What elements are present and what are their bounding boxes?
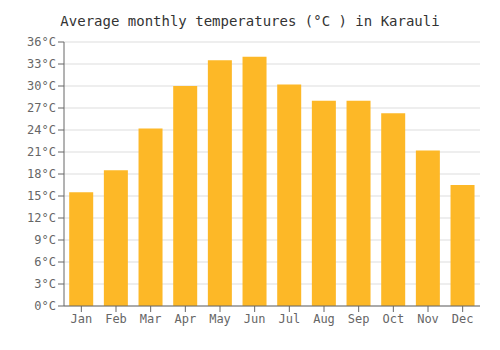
svg-text:15°C: 15°C bbox=[27, 189, 56, 203]
svg-text:24°C: 24°C bbox=[27, 123, 56, 137]
svg-text:Mar: Mar bbox=[140, 312, 162, 326]
svg-text:Oct: Oct bbox=[382, 312, 404, 326]
svg-text:36°C: 36°C bbox=[27, 35, 56, 49]
svg-text:12°C: 12°C bbox=[27, 211, 56, 225]
svg-text:30°C: 30°C bbox=[27, 79, 56, 93]
html-text:Average monthly temperatures (: Average monthly temperatures (°C ) in Ka… bbox=[60, 13, 440, 29]
svg-text:27°C: 27°C bbox=[27, 101, 56, 115]
svg-text:6°C: 6°C bbox=[34, 255, 56, 269]
svg-text:33°C: 33°C bbox=[27, 57, 56, 71]
svg-text:3°C: 3°C bbox=[34, 277, 56, 291]
svg-text:Feb: Feb bbox=[105, 312, 127, 326]
svg-text:Nov: Nov bbox=[417, 312, 439, 326]
svg-text:21°C: 21°C bbox=[27, 145, 56, 159]
svg-text:Jun: Jun bbox=[244, 312, 266, 326]
svg-text:Jul: Jul bbox=[278, 312, 300, 326]
svg-text:Jan: Jan bbox=[70, 312, 92, 326]
svg-text:9°C: 9°C bbox=[34, 233, 56, 247]
svg-text:Sep: Sep bbox=[348, 312, 370, 326]
svg-text:Aug: Aug bbox=[313, 312, 335, 326]
svg-text:Apr: Apr bbox=[174, 312, 196, 326]
svg-text:18°C: 18°C bbox=[27, 167, 56, 181]
svg-text:May: May bbox=[209, 312, 231, 326]
svg-text:Dec: Dec bbox=[452, 312, 474, 326]
svg-text:0°C: 0°C bbox=[34, 299, 56, 313]
